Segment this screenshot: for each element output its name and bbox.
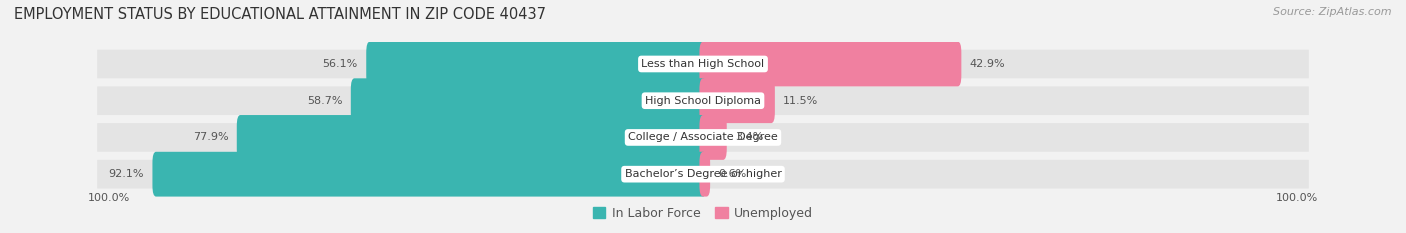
Text: 77.9%: 77.9%: [193, 132, 228, 142]
Text: 100.0%: 100.0%: [89, 193, 131, 203]
Text: 56.1%: 56.1%: [323, 59, 359, 69]
FancyBboxPatch shape: [366, 41, 707, 86]
FancyBboxPatch shape: [699, 78, 775, 123]
Text: 11.5%: 11.5%: [783, 96, 818, 106]
FancyBboxPatch shape: [97, 50, 1309, 78]
Text: 92.1%: 92.1%: [108, 169, 145, 179]
Text: College / Associate Degree: College / Associate Degree: [628, 132, 778, 142]
Text: Source: ZipAtlas.com: Source: ZipAtlas.com: [1274, 7, 1392, 17]
FancyBboxPatch shape: [97, 123, 1309, 152]
FancyBboxPatch shape: [152, 152, 707, 197]
FancyBboxPatch shape: [699, 115, 727, 160]
Text: High School Diploma: High School Diploma: [645, 96, 761, 106]
Text: 100.0%: 100.0%: [1275, 193, 1317, 203]
Text: EMPLOYMENT STATUS BY EDUCATIONAL ATTAINMENT IN ZIP CODE 40437: EMPLOYMENT STATUS BY EDUCATIONAL ATTAINM…: [14, 7, 546, 22]
Text: 42.9%: 42.9%: [970, 59, 1005, 69]
Text: Less than High School: Less than High School: [641, 59, 765, 69]
FancyBboxPatch shape: [97, 160, 1309, 188]
Text: 58.7%: 58.7%: [307, 96, 343, 106]
Text: 3.4%: 3.4%: [735, 132, 763, 142]
FancyBboxPatch shape: [699, 152, 710, 197]
FancyBboxPatch shape: [97, 86, 1309, 115]
Legend: In Labor Force, Unemployed: In Labor Force, Unemployed: [593, 207, 813, 220]
FancyBboxPatch shape: [699, 41, 962, 86]
FancyBboxPatch shape: [352, 78, 707, 123]
FancyBboxPatch shape: [236, 115, 707, 160]
Text: 0.6%: 0.6%: [718, 169, 747, 179]
Text: Bachelor’s Degree or higher: Bachelor’s Degree or higher: [624, 169, 782, 179]
